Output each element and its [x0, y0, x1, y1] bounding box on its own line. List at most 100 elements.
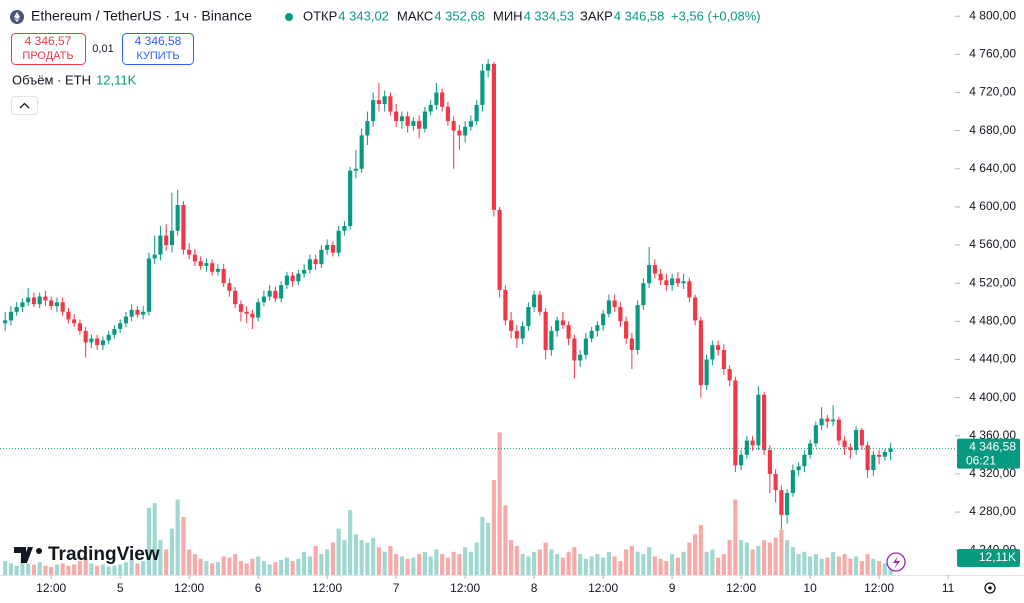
buy-price[interactable]: 4 346,58: [135, 34, 182, 48]
candle-body: [468, 121, 473, 127]
candle-body: [388, 96, 393, 112]
volume-legend-label: Объём · ETH: [12, 72, 91, 87]
candle-body: [865, 445, 870, 471]
volume-bar: [716, 557, 721, 575]
candle-body: [549, 330, 554, 350]
candle-body: [773, 473, 778, 491]
volume-bar: [325, 549, 330, 575]
sell-price[interactable]: 4 346,57: [25, 34, 72, 48]
candle-body: [3, 320, 8, 324]
x-tick-label: 9: [669, 581, 676, 595]
volume-bar: [474, 542, 479, 575]
candle-body: [31, 297, 36, 305]
candle-body: [164, 235, 169, 246]
volume-bar: [819, 558, 824, 575]
volume-bar: [704, 551, 709, 575]
volume-bar: [164, 549, 169, 575]
volume-bar: [342, 540, 347, 575]
volume-bar: [566, 551, 571, 575]
y-tick-label: 4 440,00: [969, 352, 1016, 366]
x-tick-label: 12:00: [726, 581, 756, 595]
volume-bar: [330, 542, 335, 575]
branding: TradingView: [48, 544, 160, 565]
candle-body: [118, 323, 123, 329]
volume-bar: [60, 563, 65, 575]
volume-bar: [261, 561, 266, 575]
candle-body: [233, 290, 238, 305]
x-tick-label: 12:00: [36, 581, 66, 595]
candle-body: [284, 275, 289, 286]
volume-bar: [146, 507, 151, 575]
candle-body: [14, 307, 19, 312]
volume-bar: [457, 554, 462, 575]
volume-bar: [279, 559, 284, 575]
volume-bar: [871, 558, 876, 575]
candle-body: [399, 116, 404, 122]
candle-body: [842, 440, 847, 448]
candle-body: [267, 290, 272, 297]
candle-body: [704, 359, 709, 386]
volume-bar: [302, 551, 307, 575]
volume-bar: [66, 565, 71, 575]
x-tick-label: 12:00: [174, 581, 204, 595]
volume-bar: [411, 557, 416, 575]
volume-bar: [100, 564, 105, 575]
candle-body: [192, 254, 197, 262]
volume-bar: [647, 547, 652, 575]
volume-bar: [353, 534, 358, 575]
collapse-icon: [19, 102, 30, 109]
candle-body: [348, 170, 353, 226]
candle-body: [589, 330, 594, 339]
volume-bar: [739, 540, 744, 575]
volume-bar: [578, 554, 583, 575]
y-tick-label: 4 480,00: [969, 314, 1016, 328]
collapse-button[interactable]: [11, 96, 38, 115]
candle-body: [583, 338, 588, 355]
candle-body: [152, 254, 157, 259]
volume-bar: [399, 556, 404, 575]
candle-body: [238, 304, 243, 312]
volume-bar: [733, 499, 738, 575]
candle-body: [813, 425, 818, 444]
sell-label[interactable]: ПРОДАТЬ: [22, 50, 73, 62]
volume-bar: [779, 529, 784, 575]
candle-body: [296, 273, 301, 282]
candle-body: [77, 323, 82, 331]
candle-body: [756, 394, 761, 446]
volume-bar: [244, 563, 249, 575]
candle-body: [169, 230, 174, 246]
candle-body: [411, 121, 416, 126]
candle-body: [8, 311, 13, 321]
settings-icon[interactable]: [984, 582, 996, 594]
candle-body: [123, 316, 128, 324]
volume-bar: [371, 537, 376, 575]
volume-bar: [785, 540, 790, 575]
y-tick-label: 4 520,00: [969, 275, 1016, 289]
candle-body: [859, 430, 864, 446]
candle-body: [141, 311, 146, 315]
candle-body: [744, 440, 749, 455]
candle-body: [848, 447, 853, 451]
volume-bar: [635, 551, 640, 575]
volume-bar: [267, 564, 272, 575]
volume-bar: [83, 557, 88, 575]
volume-bar: [37, 562, 42, 575]
candle-body: [106, 334, 111, 341]
sell-button[interactable]: [11, 33, 86, 65]
volume-bar: [865, 554, 870, 575]
buy-button[interactable]: [122, 33, 194, 65]
x-tick-label: 12:00: [864, 581, 894, 595]
x-tick-label: 11: [942, 581, 955, 595]
logo-dot: [36, 548, 42, 554]
candle-body: [463, 126, 468, 136]
candle-body: [831, 419, 836, 422]
y-tick-label: 4 600,00: [969, 199, 1016, 213]
candle-body: [606, 300, 611, 314]
candle-body: [520, 326, 525, 339]
candle-body: [497, 209, 502, 290]
volume-bar: [123, 562, 128, 575]
candle-body: [187, 249, 192, 255]
buy-label[interactable]: КУПИТЬ: [136, 50, 179, 62]
volume-bar: [175, 499, 180, 575]
volume-tag: [957, 549, 1020, 567]
